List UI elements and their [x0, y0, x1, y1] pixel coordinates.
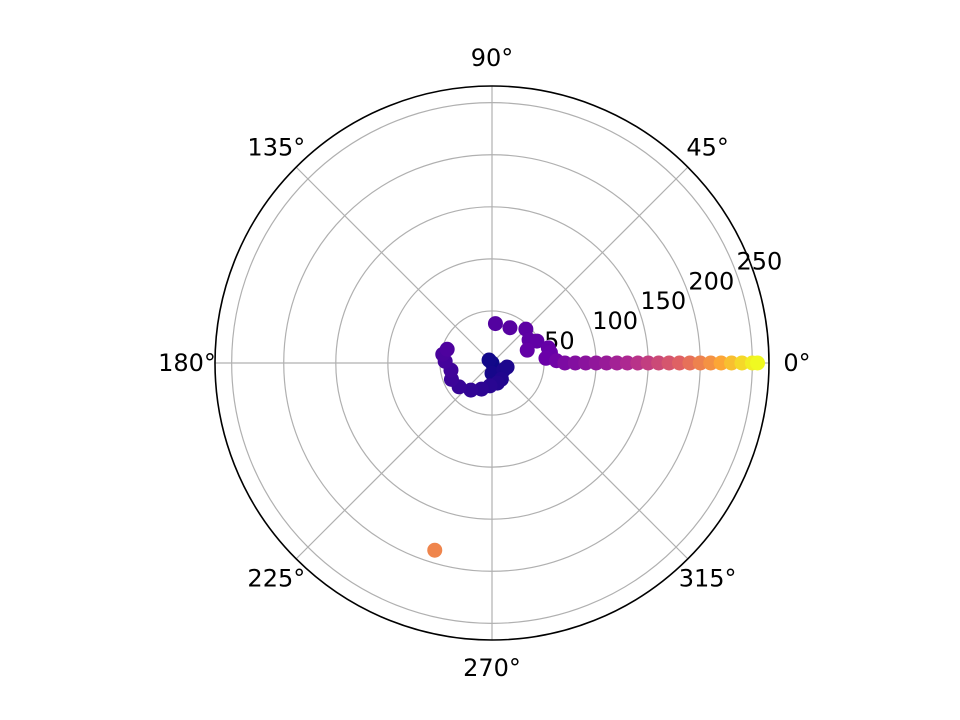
angle-tick-label: 45° [686, 133, 729, 161]
scatter-point [599, 355, 615, 371]
radial-tick-label: 200 [688, 267, 734, 295]
scatter-point [671, 355, 687, 371]
scatter-point [734, 355, 750, 371]
radial-tick-label: 250 [737, 247, 783, 275]
scatter-point [427, 542, 443, 558]
scatter-point [499, 359, 515, 375]
angle-tick-label: 315° [679, 565, 737, 593]
angle-tick-label: 0° [783, 349, 810, 377]
scatter-point [630, 355, 646, 371]
scatter-point [724, 355, 740, 371]
angle-tick-label: 180° [158, 349, 216, 377]
angle-tick-labels: 0° 45° 90° 135° 180° 225° 270° 315° [158, 44, 811, 682]
scatter-point [463, 382, 479, 398]
data-points [427, 316, 766, 558]
scatter-point [578, 355, 594, 371]
angle-tick-label: 90° [471, 44, 514, 72]
angular-grid-line [491, 362, 689, 560]
scatter-point [609, 355, 625, 371]
angular-grid-line [295, 166, 493, 364]
scatter-point [439, 341, 455, 357]
scatter-point [519, 342, 535, 358]
angle-tick-label: 225° [247, 565, 305, 593]
scatter-point [703, 355, 719, 371]
scatter-point [692, 355, 708, 371]
scatter-point [481, 352, 497, 368]
scatter-point [682, 355, 698, 371]
radial-tick-label: 100 [592, 307, 638, 335]
scatter-point [567, 355, 583, 371]
angular-grid-line [295, 362, 493, 560]
scatter-point [661, 355, 677, 371]
angle-tick-label: 270° [463, 654, 521, 682]
scatter-point [713, 355, 729, 371]
scatter-point [502, 320, 518, 336]
scatter-point [529, 333, 545, 349]
angle-tick-label: 135° [247, 133, 305, 161]
scatter-point [588, 355, 604, 371]
scatter-point [750, 355, 766, 371]
scatter-point [557, 355, 573, 371]
scatter-point [651, 355, 667, 371]
polar-axes-frame [214, 85, 770, 641]
scatter-point [619, 355, 635, 371]
scatter-point [640, 355, 656, 371]
scatter-point [487, 316, 503, 332]
radial-tick-label: 150 [640, 287, 686, 315]
